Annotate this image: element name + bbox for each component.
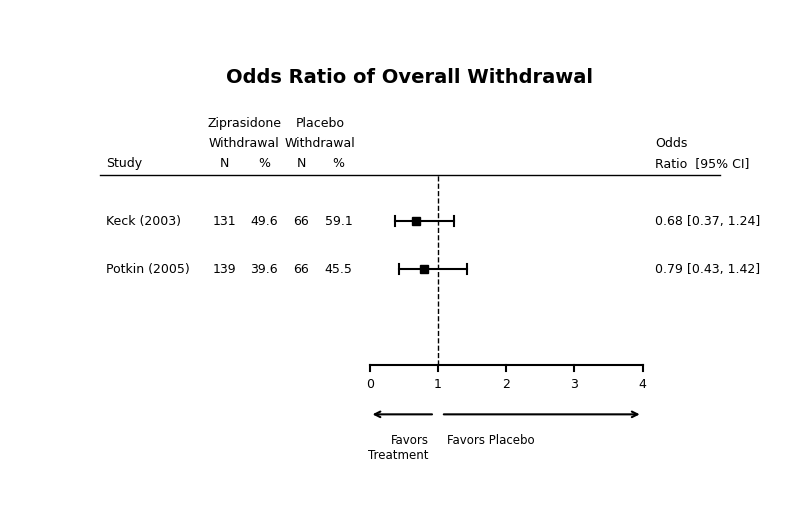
Text: 0: 0: [366, 378, 374, 391]
Text: %: %: [258, 157, 270, 170]
Text: Odds: Odds: [655, 137, 687, 150]
Text: Study: Study: [106, 157, 142, 170]
Text: 66: 66: [294, 263, 310, 276]
Text: 4: 4: [638, 378, 646, 391]
Text: Favors
Treatment: Favors Treatment: [368, 434, 429, 462]
Text: 0.68 [0.37, 1.24]: 0.68 [0.37, 1.24]: [655, 215, 760, 228]
Text: %: %: [333, 157, 345, 170]
Text: 0.79 [0.43, 1.42]: 0.79 [0.43, 1.42]: [655, 263, 760, 276]
Text: N: N: [297, 157, 306, 170]
Text: Withdrawal: Withdrawal: [209, 137, 279, 150]
Text: N: N: [219, 157, 229, 170]
Text: Ziprasidone: Ziprasidone: [207, 117, 281, 130]
Text: 1: 1: [434, 378, 442, 391]
Text: 3: 3: [570, 378, 578, 391]
Text: 2: 2: [502, 378, 510, 391]
Text: Potkin (2005): Potkin (2005): [106, 263, 190, 276]
Text: 45.5: 45.5: [325, 263, 353, 276]
Text: Favors Placebo: Favors Placebo: [447, 434, 535, 447]
Text: Placebo: Placebo: [296, 117, 345, 130]
Text: 139: 139: [212, 263, 236, 276]
Text: Withdrawal: Withdrawal: [285, 137, 355, 150]
Text: 49.6: 49.6: [250, 215, 278, 228]
Text: 39.6: 39.6: [250, 263, 278, 276]
Text: 131: 131: [212, 215, 236, 228]
Text: Odds Ratio of Overall Withdrawal: Odds Ratio of Overall Withdrawal: [226, 68, 594, 87]
Text: 66: 66: [294, 215, 310, 228]
Text: 59.1: 59.1: [325, 215, 353, 228]
Text: Keck (2003): Keck (2003): [106, 215, 181, 228]
Text: Ratio  [95% CI]: Ratio [95% CI]: [655, 157, 750, 170]
